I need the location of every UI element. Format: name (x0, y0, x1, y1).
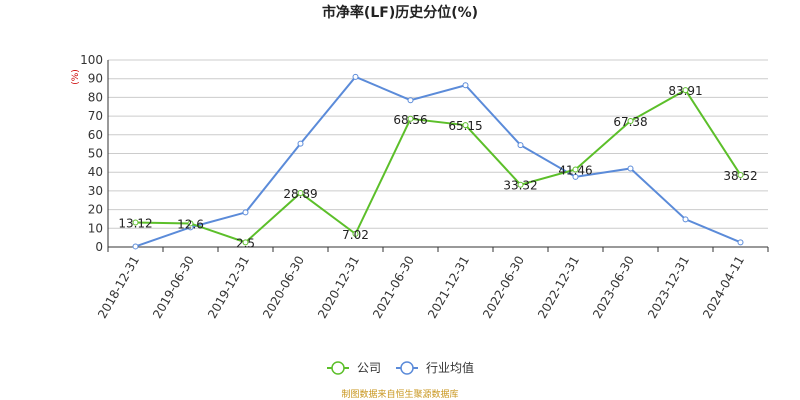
data-point-1 (352, 73, 359, 80)
data-point-1 (682, 216, 689, 223)
legend[interactable]: 公司 行业均值 (327, 360, 474, 375)
x-tick-label: 2022-12-31 (535, 254, 582, 321)
legend-marker-icon (400, 361, 414, 375)
x-tick-label: 2019-06-30 (150, 254, 197, 321)
x-tick-label: 2021-06-30 (370, 254, 417, 321)
data-point-1 (407, 97, 414, 104)
y-tick-label: 100 (80, 53, 103, 67)
series-line-0 (135, 88, 742, 244)
data-point-0 (462, 122, 469, 129)
data-point-0 (627, 117, 634, 124)
data-point-1 (627, 165, 634, 172)
data-point-1 (737, 239, 744, 246)
data-point-0 (297, 189, 304, 196)
x-tick-label: 2020-06-30 (260, 254, 307, 321)
legend-item-0[interactable]: 公司 (327, 361, 381, 375)
data-label: 83.91 (668, 84, 702, 98)
data-point-0 (407, 115, 414, 122)
data-labels: 13.12 12.6 2.5 28.89 7.02 68.56 65.15 33.32 41.4… (118, 84, 757, 250)
data-label: 7.02 (342, 228, 369, 242)
data-point-1 (297, 140, 304, 147)
data-point-1 (242, 209, 249, 216)
chart-title: 市净率(LF)历史分位(%) (322, 4, 478, 21)
x-tick-label: 2023-12-31 (645, 254, 692, 321)
data-label: 13.12 (118, 216, 152, 230)
grid-lines (108, 59, 768, 229)
y-tick-label: 30 (88, 184, 103, 198)
y-tick-label: 70 (88, 109, 103, 123)
series-line-1 (135, 75, 741, 248)
y-tick-label: 80 (88, 90, 103, 104)
y-tick-label: 10 (88, 221, 103, 235)
y-tick-labels: 0 10 20 30 40 50 60 70 80 90 100 (80, 53, 103, 254)
y-tick-label: 20 (88, 203, 103, 217)
y-tick-label: 90 (88, 72, 103, 86)
data-point-1 (462, 82, 469, 89)
x-tick-label: 2018-12-31 (95, 254, 142, 321)
data-point-0 (572, 166, 579, 173)
legend-label: 行业均值 (426, 360, 474, 375)
y-tick-label: 40 (88, 165, 103, 179)
legend-item-1[interactable]: 行业均值 (396, 360, 474, 375)
x-tick-label: 2021-12-31 (425, 254, 472, 321)
data-label: 68.56 (393, 113, 427, 127)
x-tick-labels: 2018-12-31 2019-06-30 2019-12-31 2020-06-30… (95, 254, 747, 321)
data-point-0 (517, 181, 524, 188)
data-point-0 (132, 219, 139, 226)
x-tick-label: 2023-06-30 (590, 254, 637, 321)
data-label: 65.15 (448, 119, 482, 133)
data-point-0 (242, 239, 249, 246)
data-label: 33.32 (503, 179, 537, 193)
data-point-0 (682, 87, 689, 94)
y-axis-unit: (%) (71, 69, 81, 85)
data-point-1 (572, 173, 579, 180)
data-label: 67.38 (613, 115, 647, 129)
legend-marker-icon (331, 361, 345, 375)
data-label: 38.52 (723, 169, 757, 183)
data-label: 12.6 (177, 217, 204, 231)
x-tick-label: 2022-06-30 (480, 254, 527, 321)
x-tick-label: 2019-12-31 (205, 254, 252, 321)
x-tick-label: 2024-04-11 (700, 254, 747, 321)
data-point-1 (132, 243, 139, 250)
legend-label: 公司 (357, 361, 381, 375)
data-label: 2.5 (236, 236, 255, 250)
data-point-0 (352, 230, 359, 237)
data-label: 28.89 (283, 187, 317, 201)
series-lines (132, 73, 744, 250)
data-point-0 (737, 171, 744, 178)
source-note: 制图数据来自恒生聚源数据库 (341, 388, 458, 400)
y-tick-label: 60 (88, 128, 103, 142)
data-point-1 (517, 142, 524, 149)
x-tick-label: 2020-12-31 (315, 254, 362, 321)
data-label: 41.46 (558, 163, 592, 177)
data-point-0 (187, 220, 194, 227)
y-tick-label: 50 (88, 147, 103, 161)
y-tick-label: 0 (95, 240, 103, 254)
axes (107, 60, 769, 252)
